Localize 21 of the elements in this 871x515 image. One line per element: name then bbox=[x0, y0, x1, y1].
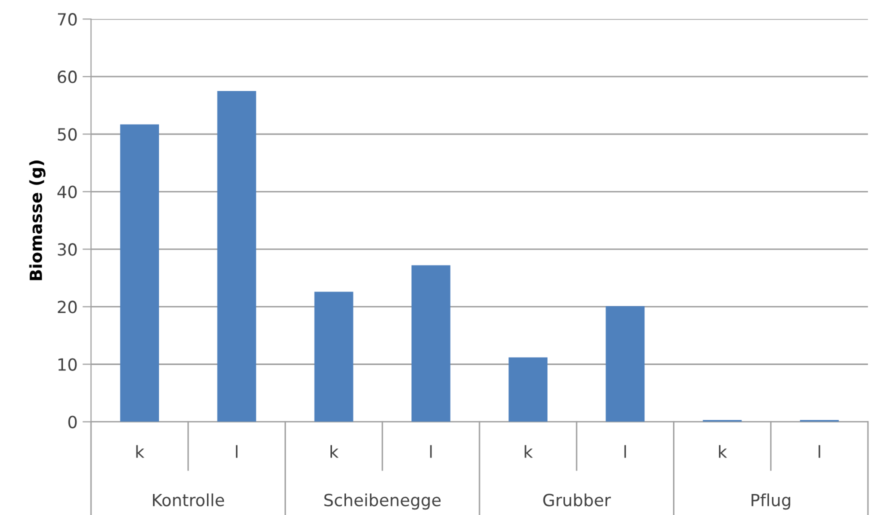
x-tick-label: l bbox=[624, 445, 626, 458]
text: Pflug bbox=[752, 493, 790, 510]
x-tick-label: k bbox=[718, 445, 728, 458]
y-tick-label: 40 bbox=[57, 186, 77, 198]
text: Kontrolle bbox=[152, 493, 224, 506]
x-tick-label: k bbox=[330, 445, 339, 458]
y-tick-label: 30 bbox=[58, 243, 77, 256]
x-tick-label: k bbox=[524, 445, 533, 458]
x-tick-label: k bbox=[136, 445, 144, 458]
y-tick-label: 20 bbox=[58, 300, 77, 314]
x-tick-label: l bbox=[430, 445, 432, 458]
y-tick-label: 70 bbox=[58, 13, 77, 26]
y-tick-label: 50 bbox=[58, 128, 77, 141]
y-tick-label: 0 bbox=[68, 416, 77, 428]
text: Grubber bbox=[543, 493, 611, 506]
y-axis-title: Biomasse (g) bbox=[29, 160, 46, 280]
x-tick-label: l bbox=[818, 445, 820, 458]
y-tick-label: 10 bbox=[58, 358, 77, 371]
y-tick-label: 60 bbox=[58, 70, 77, 84]
text: Scheibenegge bbox=[324, 493, 441, 510]
x-tick-label: l bbox=[236, 445, 238, 458]
